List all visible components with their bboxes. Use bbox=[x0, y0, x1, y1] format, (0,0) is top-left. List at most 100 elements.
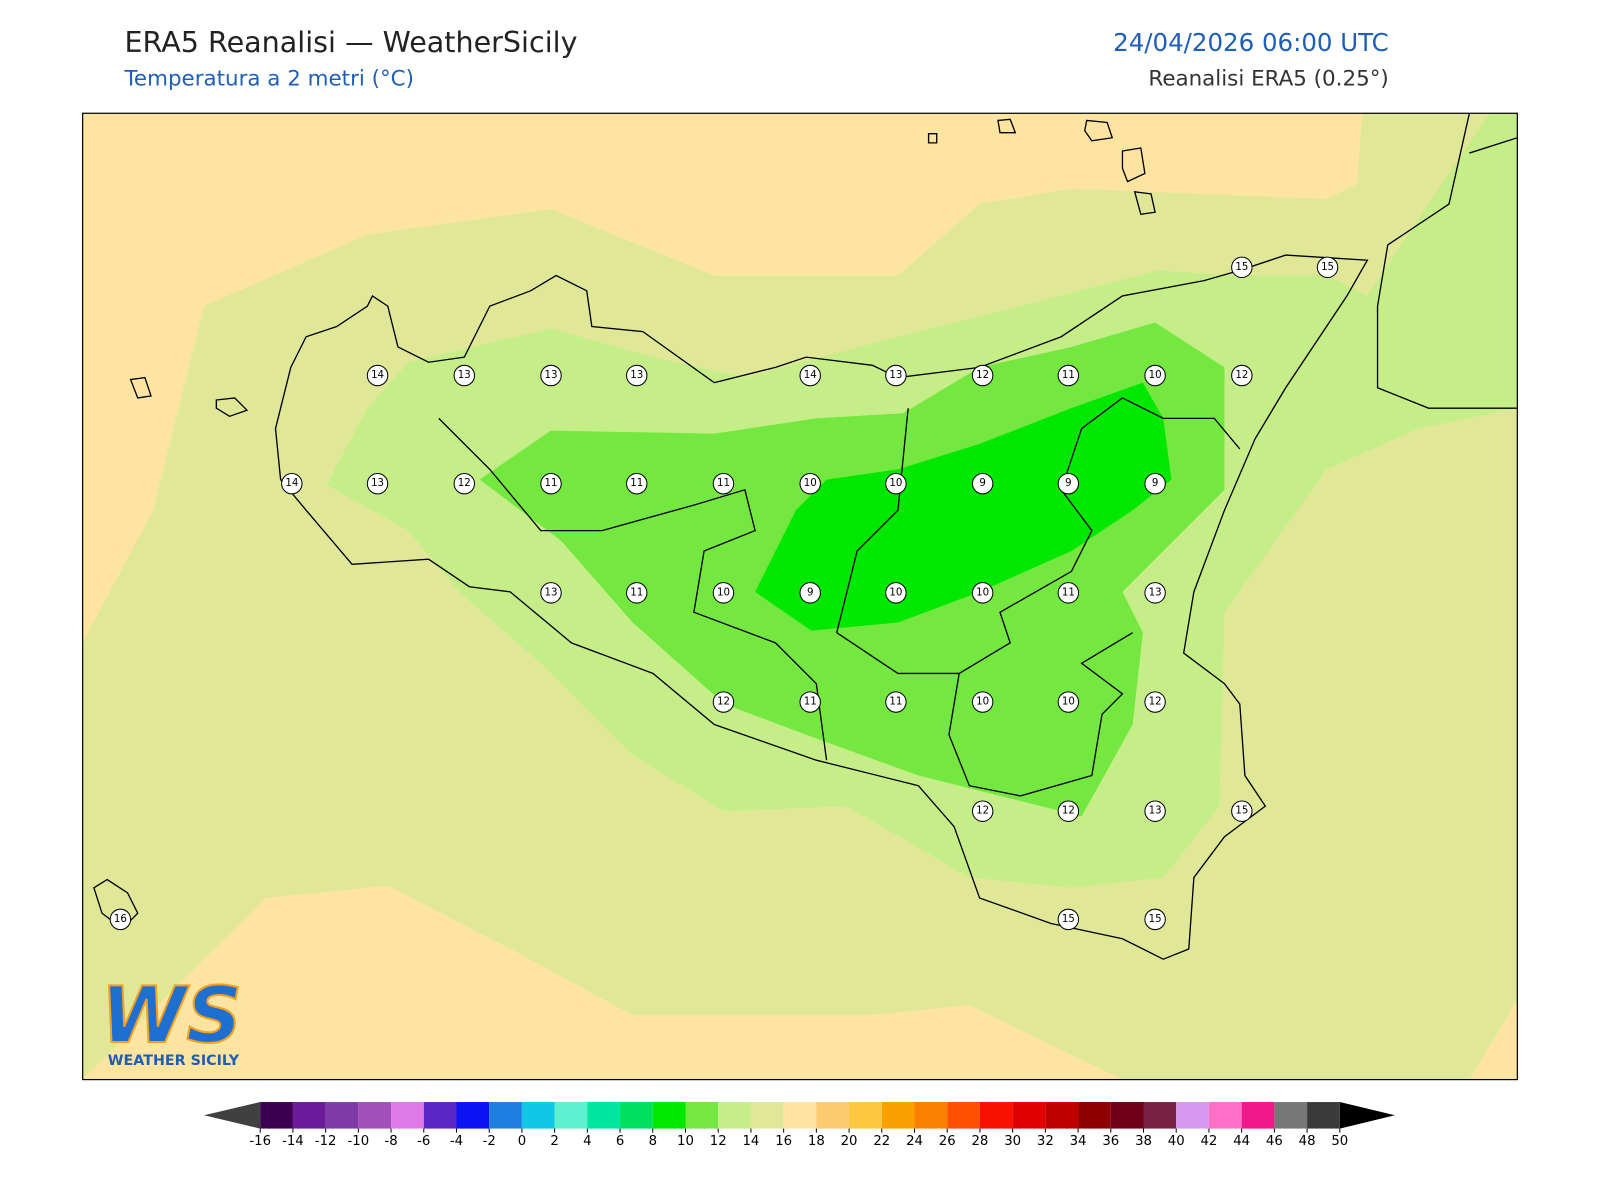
station-marker bbox=[971, 800, 994, 822]
colorbar-tick-label: 10 bbox=[677, 1134, 694, 1149]
station-value: 10 bbox=[1149, 370, 1162, 381]
colorbar-tick-label: -16 bbox=[249, 1134, 271, 1149]
colorbar-swatch bbox=[1307, 1102, 1340, 1129]
colorbar-swatch bbox=[1208, 1102, 1242, 1129]
colorbar-tick-label: -14 bbox=[282, 1134, 304, 1149]
colorbar-tick-label: 24 bbox=[906, 1134, 923, 1149]
station-marker bbox=[971, 472, 994, 495]
colorbar-swatch bbox=[325, 1102, 359, 1129]
colorbar-tick-label: 4 bbox=[583, 1134, 591, 1149]
colorbar-swatch bbox=[947, 1102, 980, 1129]
colorbar-tick-label: 12 bbox=[710, 1134, 727, 1149]
coastline bbox=[93, 113, 1518, 960]
colorbar-swatch bbox=[587, 1102, 621, 1129]
map-frame bbox=[82, 112, 1518, 1081]
colorbar-swatch bbox=[979, 1102, 1013, 1129]
station-marker bbox=[971, 364, 994, 387]
station-marker bbox=[1057, 908, 1080, 931]
colorbar-swatch bbox=[914, 1102, 948, 1129]
station-value: 16 bbox=[114, 914, 127, 925]
colorbar-swatch bbox=[652, 1102, 686, 1129]
colorbar-tick-label: -10 bbox=[348, 1134, 370, 1149]
colorbar-tick-label: 34 bbox=[1070, 1134, 1087, 1149]
logo-text: WEATHER SICILY bbox=[108, 1053, 240, 1069]
station-value: 11 bbox=[804, 697, 817, 708]
station-value: 11 bbox=[630, 587, 643, 598]
colorbar-swatch bbox=[1143, 1102, 1177, 1129]
station-value: 10 bbox=[889, 587, 902, 598]
station-value: 12 bbox=[1235, 370, 1248, 381]
station-value: 15 bbox=[1235, 262, 1248, 273]
colorbar-swatch bbox=[849, 1102, 882, 1129]
station-marker bbox=[1144, 691, 1166, 713]
station-marker bbox=[799, 472, 821, 495]
station-marker bbox=[885, 472, 907, 495]
station-value: 10 bbox=[889, 478, 902, 489]
station-value: 13 bbox=[458, 370, 471, 381]
colorbar-swatch bbox=[620, 1102, 653, 1129]
colorbar-tick-label: 38 bbox=[1135, 1134, 1152, 1149]
colorbar-tick-label: 50 bbox=[1331, 1134, 1348, 1149]
station-value: 11 bbox=[1062, 370, 1075, 381]
station-value: 13 bbox=[545, 370, 558, 381]
colorbar-tick-label: 20 bbox=[841, 1134, 858, 1149]
station-value: 14 bbox=[371, 370, 384, 381]
station-marker bbox=[885, 691, 907, 713]
colorbar-tick-label: 30 bbox=[1004, 1134, 1021, 1149]
station-marker bbox=[885, 582, 907, 604]
station-marker bbox=[799, 582, 821, 604]
colorbar-tick-label: -4 bbox=[450, 1134, 463, 1149]
station-value: 15 bbox=[1321, 262, 1334, 273]
station-marker bbox=[1231, 800, 1253, 822]
station-value: 11 bbox=[630, 478, 643, 489]
colorbar-tick-label: 6 bbox=[616, 1134, 624, 1149]
station-marker bbox=[971, 691, 994, 713]
station-marker bbox=[1144, 800, 1166, 822]
station-marker bbox=[1057, 691, 1080, 713]
station-marker bbox=[1316, 256, 1339, 279]
colorbar-tick-label: 36 bbox=[1102, 1134, 1119, 1149]
colorbar-tick-label: 46 bbox=[1266, 1134, 1283, 1149]
colorbar-swatch bbox=[1274, 1102, 1308, 1129]
station-value: 15 bbox=[1235, 806, 1248, 817]
colorbar-tick-label: 16 bbox=[775, 1134, 792, 1149]
station-value: 9 bbox=[979, 478, 985, 489]
station-value: 11 bbox=[717, 478, 730, 489]
colorbar-tick-label: 44 bbox=[1233, 1134, 1250, 1149]
station-value: 13 bbox=[1149, 806, 1162, 817]
station-value: 12 bbox=[976, 806, 989, 817]
station-marker bbox=[1231, 256, 1253, 279]
station-marker bbox=[540, 582, 562, 604]
station-marker bbox=[1057, 364, 1080, 387]
colorbar-swatch bbox=[260, 1102, 293, 1129]
station-value: 14 bbox=[804, 370, 817, 381]
station-marker bbox=[453, 472, 475, 495]
station-value: 15 bbox=[1149, 914, 1162, 925]
colorbar-swatch bbox=[750, 1102, 784, 1129]
station-marker bbox=[1144, 472, 1166, 495]
station-marker bbox=[1057, 582, 1080, 604]
station-value: 11 bbox=[889, 697, 902, 708]
colorbar-swatch bbox=[685, 1102, 719, 1129]
colorbar-tick-label: 14 bbox=[742, 1134, 759, 1149]
colorbar-swatch bbox=[816, 1102, 850, 1129]
colorbar-tick-label: 48 bbox=[1299, 1134, 1316, 1149]
station-marker bbox=[799, 364, 821, 387]
station-marker bbox=[971, 582, 994, 604]
colorbar-swatch bbox=[423, 1102, 457, 1129]
colorbar-tick-label: 42 bbox=[1200, 1134, 1217, 1149]
station-marker bbox=[799, 691, 821, 713]
station-marker bbox=[281, 472, 303, 495]
station-value: 13 bbox=[889, 370, 902, 381]
station-value: 14 bbox=[285, 478, 298, 489]
station-value: 13 bbox=[545, 587, 558, 598]
station-value: 13 bbox=[371, 478, 384, 489]
source: Reanalisi ERA5 (0.25°) bbox=[1148, 67, 1388, 92]
colorbar-swatch bbox=[1241, 1102, 1275, 1129]
colorbar-tick-label: -2 bbox=[483, 1134, 496, 1149]
station-marker bbox=[626, 472, 648, 495]
station-marker bbox=[1057, 472, 1080, 495]
station-value: 10 bbox=[1062, 697, 1075, 708]
colorbar-tick-label: 40 bbox=[1168, 1134, 1185, 1149]
